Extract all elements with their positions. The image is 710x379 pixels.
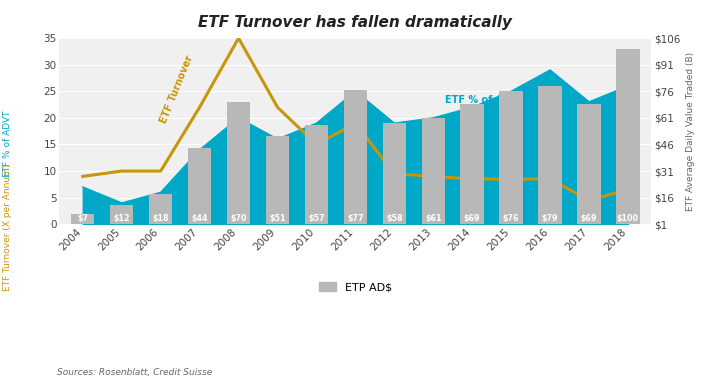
Text: ETF % of ADVT: ETF % of ADVT (445, 95, 525, 105)
Text: $76: $76 (503, 215, 519, 223)
Bar (577, 104, 601, 226)
Title: ETF Turnover has fallen dramatically: ETF Turnover has fallen dramatically (198, 15, 513, 30)
Bar (149, 194, 173, 226)
Text: ETF Turnover: ETF Turnover (159, 54, 195, 125)
Bar (499, 91, 523, 226)
Bar (188, 148, 212, 226)
Text: $7: $7 (77, 215, 88, 223)
Text: $77: $77 (347, 215, 364, 223)
Text: $100: $100 (617, 215, 639, 223)
Text: Sources: Rosenblatt, Credit Suisse: Sources: Rosenblatt, Credit Suisse (57, 368, 212, 377)
Bar (266, 136, 289, 226)
Text: $70: $70 (230, 215, 247, 223)
Bar (344, 89, 367, 226)
Text: $61: $61 (425, 215, 442, 223)
Bar (110, 205, 133, 226)
Bar (383, 123, 406, 226)
Bar (616, 49, 640, 226)
Bar (422, 118, 445, 226)
Text: ETF % of ADVT: ETF % of ADVT (3, 111, 11, 177)
Legend: ETP AD$: ETP AD$ (315, 277, 396, 297)
Text: $18: $18 (153, 215, 169, 223)
Text: $44: $44 (192, 215, 208, 223)
Bar (305, 125, 328, 226)
Y-axis label: ETF Average Daily Value Traded (B): ETF Average Daily Value Traded (B) (686, 52, 695, 211)
Text: $69: $69 (581, 215, 597, 223)
Text: $79: $79 (542, 215, 558, 223)
Text: $12: $12 (114, 215, 130, 223)
Text: $57: $57 (308, 215, 324, 223)
Text: $69: $69 (464, 215, 481, 223)
Text: $51: $51 (269, 215, 285, 223)
Text: $58: $58 (386, 215, 403, 223)
Bar (461, 104, 484, 226)
Text: ETF Turnover (X per Annum): ETF Turnover (X per Annum) (3, 164, 11, 291)
Bar (227, 102, 250, 226)
Bar (71, 214, 94, 226)
Bar (538, 86, 562, 226)
